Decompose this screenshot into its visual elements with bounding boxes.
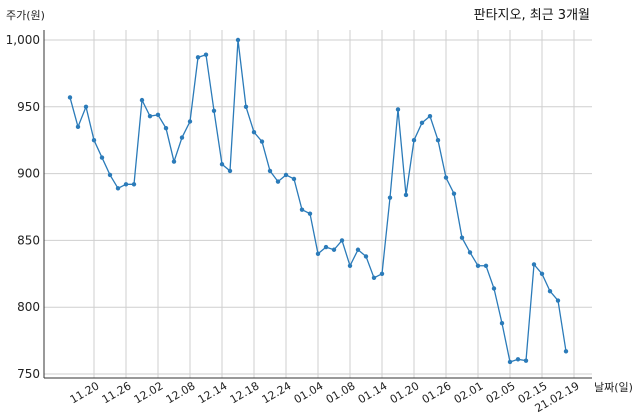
data-point xyxy=(283,172,289,178)
data-point xyxy=(171,159,177,164)
data-point xyxy=(411,138,417,143)
data-point xyxy=(371,275,377,281)
data-point xyxy=(307,211,313,216)
data-point xyxy=(211,108,217,114)
x-tick-label: 12.14 xyxy=(196,379,230,406)
data-point xyxy=(147,113,153,119)
data-point xyxy=(475,263,481,268)
data-point xyxy=(179,135,185,140)
y-tick-label: 900 xyxy=(17,167,40,181)
data-point xyxy=(107,172,113,178)
data-point xyxy=(139,97,145,103)
data-point xyxy=(419,120,425,126)
data-point xyxy=(75,124,81,130)
data-point xyxy=(443,175,449,180)
data-point xyxy=(299,207,305,212)
x-tick-label: 12.02 xyxy=(132,379,166,406)
x-tick-label: 01.20 xyxy=(388,379,422,406)
data-point xyxy=(555,298,561,303)
y-tick-label: 950 xyxy=(17,100,40,114)
data-point xyxy=(491,286,497,291)
y-tick-labels: 750 800 850 900 950 1,000 xyxy=(6,33,40,381)
x-axis-label: 날짜(일) xyxy=(594,380,633,394)
data-point xyxy=(547,288,553,294)
data-point xyxy=(275,179,281,184)
x-tick-label: 02.05 xyxy=(484,379,518,406)
data-point xyxy=(187,119,193,124)
y-tick-label: 750 xyxy=(17,367,40,381)
price-series xyxy=(67,37,569,365)
data-point xyxy=(331,247,337,252)
data-point xyxy=(395,107,401,112)
data-point xyxy=(499,321,505,326)
data-point xyxy=(91,138,97,143)
chart-title: 판타지오, 최근 3개월 xyxy=(474,8,590,23)
data-point xyxy=(539,271,545,276)
data-point xyxy=(379,271,385,276)
data-point xyxy=(259,139,265,144)
data-point xyxy=(195,55,201,60)
data-point xyxy=(523,358,529,363)
x-tick-labels: 11.2011.2612.0212.0812.1412.1812.2401.04… xyxy=(68,379,582,415)
data-point xyxy=(507,359,513,365)
x-tick-label: 01.14 xyxy=(356,379,390,406)
data-point xyxy=(451,191,457,196)
data-point xyxy=(243,104,249,110)
y-tick-label: 1,000 xyxy=(6,33,40,47)
data-point xyxy=(323,244,329,250)
data-point xyxy=(67,95,73,100)
data-point xyxy=(235,37,241,43)
data-point xyxy=(403,192,409,198)
data-point xyxy=(83,104,89,110)
data-point xyxy=(123,182,129,187)
x-tick-label: 01.08 xyxy=(324,379,358,406)
axes xyxy=(43,30,592,379)
y-axis-label: 주가(원) xyxy=(6,9,45,22)
x-tick-label: 02.01 xyxy=(452,379,486,406)
data-point xyxy=(227,168,233,174)
data-point xyxy=(363,254,369,259)
data-point xyxy=(347,263,353,268)
data-point xyxy=(355,247,361,252)
data-point xyxy=(515,357,521,362)
data-point xyxy=(483,263,489,268)
data-point xyxy=(563,349,569,354)
data-point xyxy=(99,155,105,160)
data-point xyxy=(467,250,473,255)
data-point xyxy=(459,235,465,240)
data-point xyxy=(531,262,537,267)
data-point xyxy=(163,125,169,131)
data-point xyxy=(115,186,121,191)
x-tick-label: 01.26 xyxy=(420,379,454,406)
x-tick-label: 12.24 xyxy=(260,379,294,406)
data-point xyxy=(315,251,321,256)
grid-lines xyxy=(44,30,592,378)
x-tick-label: 01.04 xyxy=(292,379,326,406)
y-tick-label: 850 xyxy=(17,233,40,247)
data-point xyxy=(291,176,297,182)
data-point xyxy=(387,195,393,200)
data-point xyxy=(435,138,441,143)
data-point xyxy=(203,52,209,57)
data-point xyxy=(267,168,273,174)
data-point xyxy=(131,182,137,187)
data-point xyxy=(219,162,225,167)
data-point xyxy=(155,112,161,118)
x-tick-label: 11.26 xyxy=(100,379,134,406)
data-point xyxy=(427,113,433,119)
y-tick-label: 800 xyxy=(17,300,40,314)
x-tick-label: 11.20 xyxy=(68,379,102,406)
data-point xyxy=(251,129,257,135)
x-tick-label: 12.18 xyxy=(228,379,262,406)
data-point xyxy=(339,238,345,243)
x-tick-label: 12.08 xyxy=(164,379,198,406)
